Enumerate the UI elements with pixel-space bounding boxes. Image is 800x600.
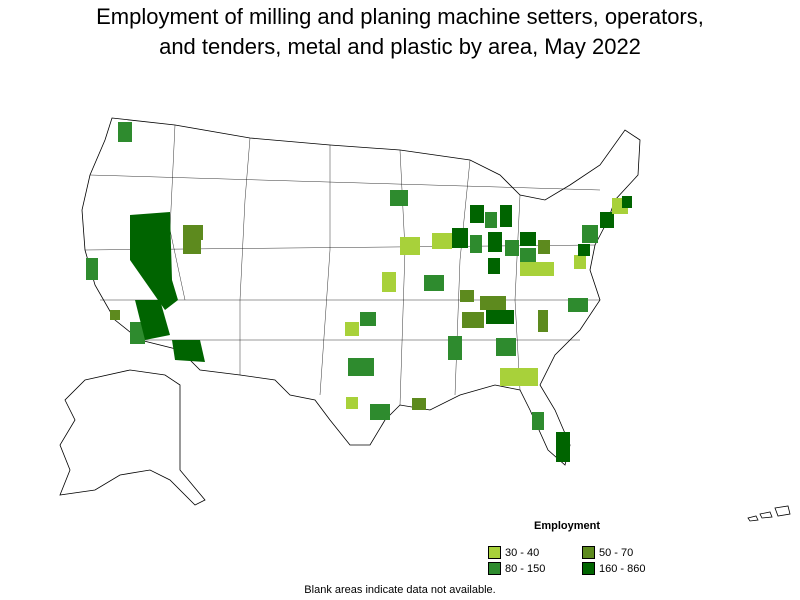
blank-areas-note: Blank areas indicate data not available. [304,584,496,596]
area-grand-rapids [485,212,497,228]
area-la [110,310,120,320]
area-mobile [412,398,426,410]
area-huntsville [448,336,462,360]
legend-item-50-70: 50 - 70 [582,546,633,559]
area-nashville [462,312,484,328]
area-louisville [460,290,474,302]
legend-swatch [582,546,595,559]
hawaii-outline [747,505,791,522]
area-pittsburgh [538,240,550,254]
area-dallas [348,358,374,376]
area-new-york [582,225,598,243]
legend-swatch [582,562,595,575]
legend-label: 80 - 150 [505,562,546,575]
area-chicago [452,228,468,248]
area-ohio-1 [505,240,519,256]
area-cleveland [520,232,536,246]
area-wichita [382,272,396,292]
area-boston [622,196,632,208]
area-columbus [520,248,536,264]
area-houston [370,404,390,420]
area-tulsa [360,312,376,326]
legend-label: 30 - 40 [505,546,540,559]
legend-label: 50 - 70 [599,546,634,559]
area-tennessee-east [486,310,514,324]
area-phoenix [135,300,170,340]
area-milwaukee [470,205,484,223]
map-title: Employment of milling and planing machin… [0,2,800,62]
area-kentucky [480,296,506,310]
legend-item-160-860: 160 - 860 [582,562,645,575]
area-okc [345,322,359,336]
area-nevada [130,212,178,310]
area-iowa-1 [400,237,420,255]
alaska-outline [59,369,206,506]
legend-title: Employment [534,520,601,532]
area-austin [346,397,358,409]
area-utah-1 [183,225,203,240]
area-alabama-south [500,368,538,386]
area-wv [520,262,554,276]
area-st-louis [424,275,444,291]
area-indianapolis [488,258,500,274]
area-raleigh [568,298,588,312]
area-indiana-2 [488,232,502,252]
area-minneapolis [390,190,408,206]
area-miami [556,432,570,462]
area-indiana-1 [470,235,482,253]
area-detroit [500,205,512,227]
legend-swatch [488,546,501,559]
area-seattle [118,122,132,142]
area-atlanta [496,338,516,356]
title-line-2: and tenders, metal and plastic by area, … [159,34,641,59]
area-virginia [574,255,586,269]
legend-item-80-150: 80 - 150 [488,562,545,575]
legend-item-30-40: 30 - 40 [488,546,539,559]
area-tucson [172,340,205,362]
area-connecticut [600,212,614,228]
legend-swatch [488,562,501,575]
legend-label: 160 - 860 [599,562,646,575]
area-utah-2 [183,240,201,254]
area-philadelphia [578,244,590,256]
area-illinois [432,233,452,249]
title-line-1: Employment of milling and planing machin… [96,4,704,29]
employment-areas [86,122,632,462]
area-tampa [532,412,544,430]
area-sf-bay [86,258,98,280]
area-riverside [130,322,145,344]
area-charlotte [538,310,548,332]
